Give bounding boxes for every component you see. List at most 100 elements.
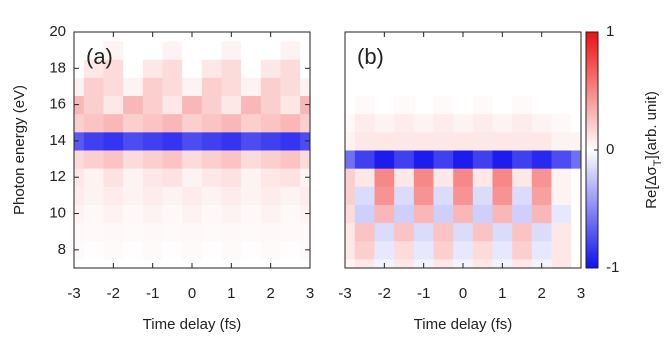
heat-cell [531, 77, 552, 97]
heat-cell [531, 168, 552, 187]
heat-cell [201, 41, 222, 60]
heat-cell [345, 222, 356, 242]
heat-cell [345, 258, 356, 268]
heat-cell [551, 186, 572, 205]
heat-cell [512, 150, 533, 169]
heat-cell [413, 77, 434, 97]
heat-cell [280, 186, 301, 205]
heat-cell [162, 59, 183, 78]
heat-cell [241, 95, 262, 115]
heat-cell [354, 204, 375, 224]
heat-cell [512, 131, 533, 151]
heat-cell [394, 59, 415, 78]
heat-cell [221, 222, 242, 242]
heat-cell [83, 258, 104, 268]
heat-cell [74, 150, 85, 169]
heat-cell [162, 150, 183, 169]
heat-cell [531, 240, 552, 260]
heat-cell [433, 204, 454, 224]
heat-cell [280, 41, 301, 60]
heat-cell [162, 95, 183, 115]
heat-cell [453, 113, 474, 133]
heat-cell [74, 204, 85, 224]
heat-cell [413, 113, 434, 133]
heat-cell [472, 113, 493, 133]
heat-cell [345, 168, 356, 187]
heat-cell [103, 59, 124, 78]
x-tick-label: 1 [498, 285, 506, 302]
heat-cell [512, 95, 533, 115]
heat-cell [551, 32, 572, 42]
heat-cell [201, 113, 222, 133]
heat-cell [123, 150, 144, 169]
heat-cell [551, 95, 572, 115]
heat-cell [221, 59, 242, 78]
heat-cell [83, 222, 104, 242]
heat-cell [83, 186, 104, 205]
heat-cell [345, 240, 356, 260]
heat-cell [74, 258, 85, 268]
heat-cell [142, 59, 163, 78]
heat-cell [74, 41, 85, 60]
heat-cell [182, 77, 203, 97]
heat-cell [83, 113, 104, 133]
heat-cell [453, 59, 474, 78]
heat-cell [201, 186, 222, 205]
heat-cell [182, 95, 203, 115]
heat-cell [83, 150, 104, 169]
heat-cell [551, 77, 572, 97]
heat-cell [413, 186, 434, 205]
x-tick-label: 3 [577, 285, 585, 302]
y-tick-label: 20 [49, 23, 66, 40]
heat-cell [345, 204, 356, 224]
colorbar-tick-label: -1 [606, 259, 619, 276]
heat-cell [453, 222, 474, 242]
y-tick-label: 8 [58, 241, 66, 258]
heat-cell [83, 59, 104, 78]
colorbar-label: Re[ΔσT](arb. unit) [643, 91, 664, 209]
heat-cell [103, 131, 124, 151]
heat-cell [413, 168, 434, 187]
heat-cell [123, 131, 144, 151]
heat-cell [472, 168, 493, 187]
heat-cell [551, 41, 572, 60]
heat-cell [374, 168, 395, 187]
heat-cell [83, 204, 104, 224]
heat-cell [512, 186, 533, 205]
heat-cell [345, 186, 356, 205]
heat-cell [453, 131, 474, 151]
y-tick-label: 12 [49, 168, 66, 185]
heat-cell [300, 222, 310, 242]
heat-cell [354, 222, 375, 242]
heat-cell [221, 150, 242, 169]
heat-cell [394, 131, 415, 151]
heat-cell [280, 240, 301, 260]
heat-cell [162, 222, 183, 242]
heat-cell [492, 131, 513, 151]
heat-cell [433, 186, 454, 205]
heat-cell [221, 204, 242, 224]
panel-label: (a) [86, 44, 113, 69]
heat-cell [551, 240, 572, 260]
heat-cell [413, 59, 434, 78]
x-axis-label: Time delay (fs) [414, 316, 513, 333]
heat-cell [374, 59, 395, 78]
heat-cell [354, 41, 375, 60]
heat-cell [201, 240, 222, 260]
heat-cell [241, 186, 262, 205]
heat-cell [531, 59, 552, 78]
heat-cell [123, 59, 144, 78]
heat-cell [83, 41, 104, 60]
heat-cell [74, 222, 85, 242]
heat-cell [413, 41, 434, 60]
heat-cell [374, 186, 395, 205]
heat-cell [241, 204, 262, 224]
heat-cell [571, 131, 581, 151]
heat-cell [83, 240, 104, 260]
heat-cell [433, 240, 454, 260]
panel-label: (b) [357, 44, 384, 69]
heat-cell [345, 113, 356, 133]
heat-cell [453, 77, 474, 97]
heat-cell [201, 32, 222, 42]
heat-cell [201, 59, 222, 78]
